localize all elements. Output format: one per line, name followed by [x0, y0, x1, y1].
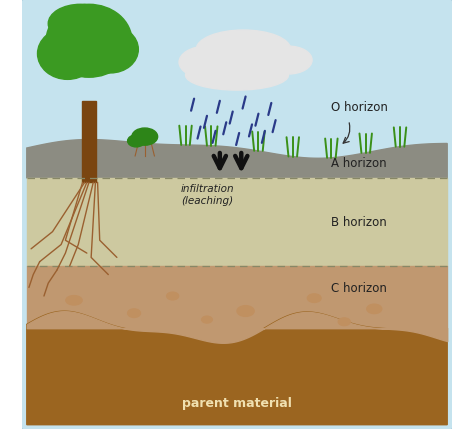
Ellipse shape [82, 26, 138, 73]
Polygon shape [27, 311, 447, 425]
Ellipse shape [307, 294, 321, 302]
Ellipse shape [132, 128, 158, 145]
Polygon shape [82, 101, 96, 182]
Ellipse shape [338, 318, 350, 326]
Text: A horizon: A horizon [331, 157, 387, 169]
Ellipse shape [167, 292, 179, 300]
Ellipse shape [66, 296, 82, 305]
Text: infiltration
(leaching): infiltration (leaching) [180, 184, 234, 206]
Text: C horizon: C horizon [331, 282, 387, 295]
Ellipse shape [367, 304, 382, 314]
Ellipse shape [228, 48, 289, 80]
Ellipse shape [179, 46, 235, 78]
Ellipse shape [37, 28, 98, 79]
Ellipse shape [46, 4, 132, 77]
FancyBboxPatch shape [20, 0, 454, 429]
Ellipse shape [201, 316, 212, 323]
Ellipse shape [128, 135, 145, 147]
Ellipse shape [185, 60, 289, 90]
Ellipse shape [196, 30, 291, 69]
Polygon shape [27, 139, 447, 178]
Text: O horizon: O horizon [331, 101, 388, 114]
Ellipse shape [237, 305, 254, 316]
Ellipse shape [128, 309, 140, 317]
Ellipse shape [48, 4, 113, 43]
Text: B horizon: B horizon [331, 215, 387, 229]
Ellipse shape [265, 46, 312, 74]
Text: parent material: parent material [182, 397, 292, 410]
